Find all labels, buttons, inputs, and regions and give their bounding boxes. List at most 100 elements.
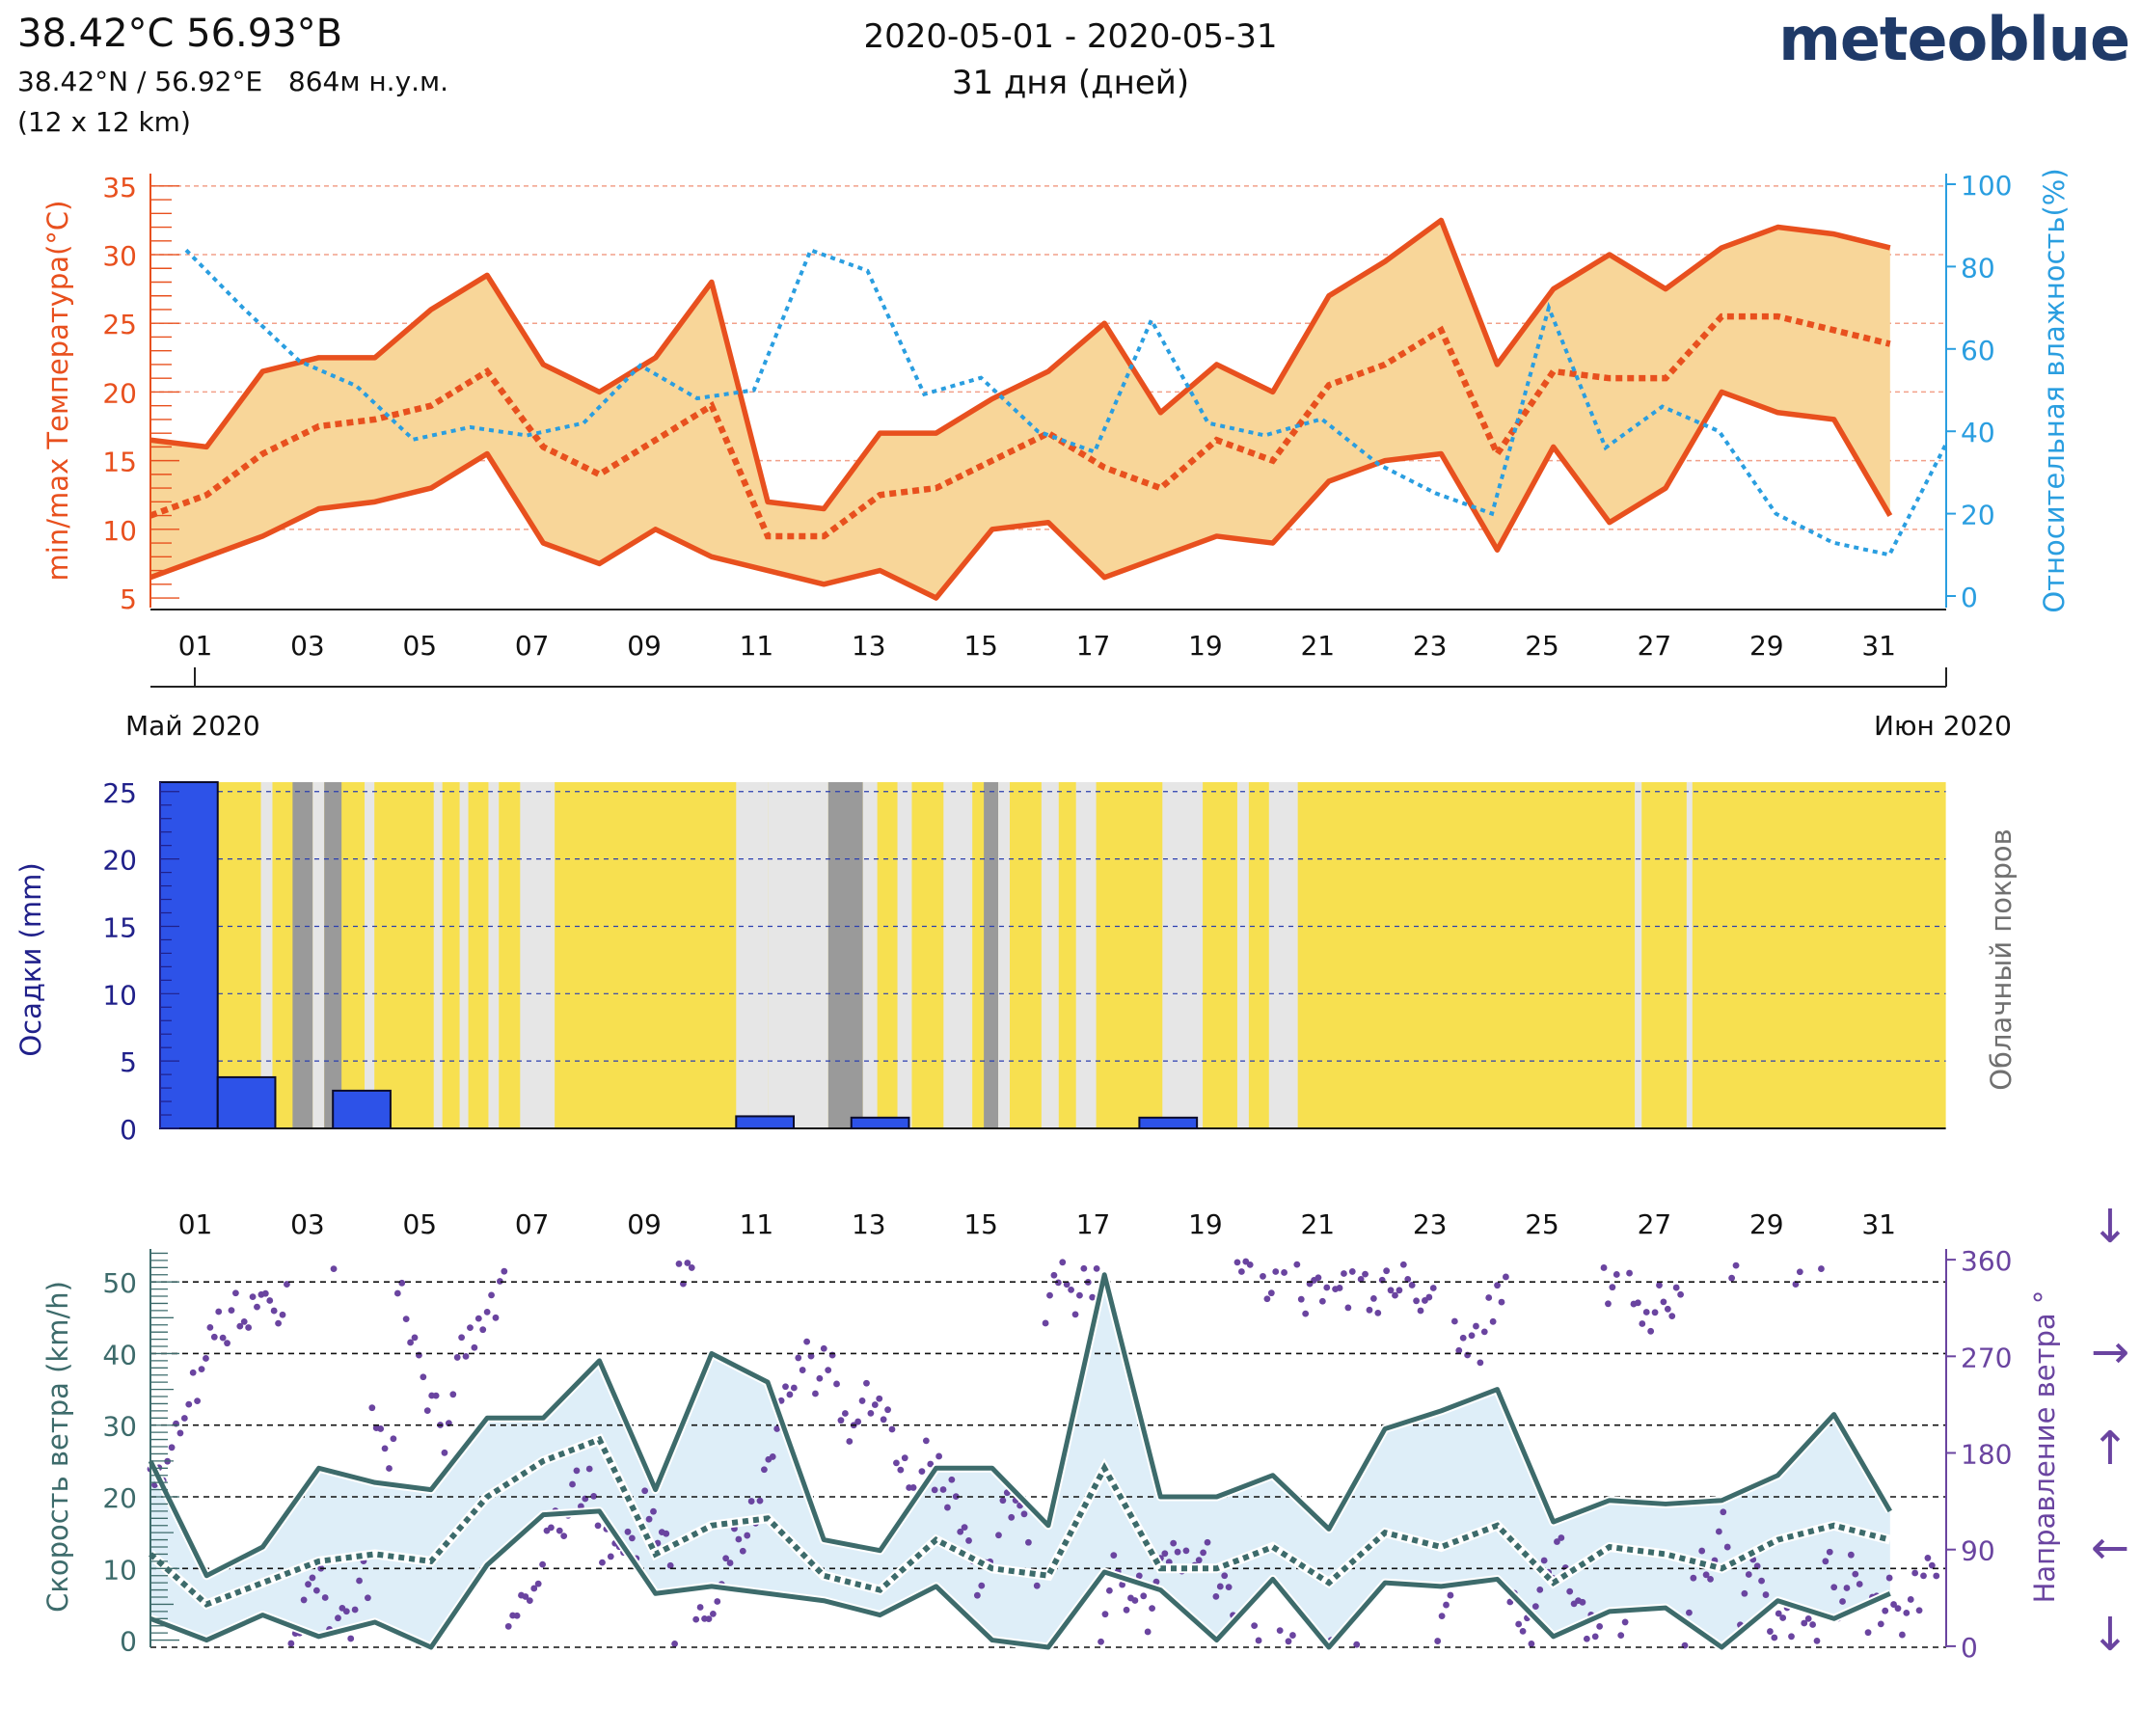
day-count-text: 31 дня (дней) bbox=[951, 64, 1190, 102]
wind-direction-dot bbox=[488, 1291, 495, 1299]
temperature-range-fill bbox=[150, 220, 1890, 599]
wind-direction-dot bbox=[1852, 1570, 1859, 1578]
cloud-cover-band bbox=[1162, 782, 1204, 1128]
wind-direction-dot bbox=[1204, 1538, 1211, 1546]
wind-direction-dot bbox=[1200, 1549, 1207, 1557]
wind-direction-dot bbox=[999, 1497, 1007, 1505]
wind-x-tick-label: 13 bbox=[852, 1208, 886, 1240]
wind-direction-dot bbox=[240, 1318, 248, 1325]
direction-arrow-icon: ↑ bbox=[2091, 1422, 2129, 1476]
wind-direction-dot bbox=[364, 1594, 371, 1602]
wind-direction-dot bbox=[909, 1484, 917, 1491]
wind-direction-dot bbox=[995, 1532, 1002, 1539]
wind-direction-dot bbox=[522, 1593, 529, 1600]
wind-direction-dot bbox=[841, 1410, 849, 1417]
wind-direction-dot bbox=[825, 1367, 832, 1374]
wind-direction-dot bbox=[1080, 1264, 1088, 1272]
wind-direction-dot bbox=[1494, 1282, 1501, 1289]
wind-direction-dot bbox=[321, 1594, 329, 1601]
wind-direction-dot bbox=[261, 1289, 269, 1297]
cloud-cover-band bbox=[488, 782, 500, 1128]
cloud-cover-band bbox=[1041, 782, 1059, 1128]
wind-direction-dot bbox=[1302, 1310, 1310, 1317]
wind-direction-dot bbox=[1920, 1572, 1927, 1580]
wind-direction-dot bbox=[556, 1527, 563, 1534]
wind-direction-dot bbox=[381, 1445, 389, 1452]
wind-direction-dot bbox=[1775, 1610, 1782, 1617]
wind-direction-dot bbox=[1741, 1589, 1748, 1597]
precipitation-bar bbox=[332, 1089, 392, 1130]
wind-direction-dot bbox=[722, 1555, 730, 1562]
temp-x-tick-label: 29 bbox=[1749, 630, 1784, 662]
wind-direction-dot bbox=[309, 1574, 316, 1582]
wind-direction-dot bbox=[351, 1606, 359, 1614]
wind-direction-dot bbox=[893, 1459, 900, 1467]
wind-direction-dot bbox=[812, 1390, 819, 1397]
wind-direction-dot bbox=[795, 1354, 802, 1362]
wind-direction-dot bbox=[1221, 1572, 1229, 1580]
wind-direction-dot bbox=[761, 1466, 768, 1474]
cloud-cover-band bbox=[998, 782, 1011, 1128]
wind-direction-dot bbox=[777, 1397, 785, 1404]
wind-direction-dot bbox=[228, 1307, 235, 1315]
wind-direction-dot bbox=[1135, 1572, 1143, 1580]
wind-direction-dot bbox=[1698, 1547, 1706, 1555]
wind-direction-dot bbox=[1447, 1591, 1454, 1599]
wind-direction-dot bbox=[526, 1597, 533, 1605]
wind-direction-dot bbox=[1634, 1299, 1641, 1307]
wind-direction-dot bbox=[300, 1596, 308, 1604]
wind-direction-dot bbox=[1715, 1528, 1722, 1535]
wind-direction-dot bbox=[1417, 1307, 1424, 1315]
cloud-cover-band bbox=[1268, 782, 1298, 1128]
wind-direction-dot bbox=[585, 1465, 593, 1473]
wind-x-tick-label: 05 bbox=[402, 1208, 437, 1240]
max-temperature-line bbox=[149, 217, 1891, 512]
wind-direction-dot bbox=[1293, 1261, 1301, 1268]
wind-direction-dot bbox=[1554, 1538, 1560, 1545]
wind-speed-tick-label: 10 bbox=[102, 1554, 137, 1586]
wind-direction-dot bbox=[1758, 1577, 1765, 1585]
wind-direction-dot bbox=[1123, 1606, 1130, 1614]
wind-direction-dot bbox=[1745, 1571, 1752, 1578]
wind-x-tick-label: 19 bbox=[1188, 1208, 1223, 1240]
wind-direction-dot bbox=[1318, 1297, 1326, 1305]
wind-direction-dot bbox=[1152, 1578, 1160, 1586]
wind-direction-dot bbox=[1105, 1587, 1113, 1594]
wind-direction-dot bbox=[215, 1308, 223, 1316]
temp-tick-label: 25 bbox=[102, 309, 137, 340]
wind-direction-dot bbox=[1686, 1609, 1693, 1616]
wind-direction-dot bbox=[287, 1640, 295, 1647]
wind-direction-dot bbox=[939, 1486, 947, 1493]
cloud-cover-band bbox=[292, 782, 313, 1128]
precip-tick-label: 5 bbox=[120, 1046, 137, 1078]
temperature-humidity-chart: 5 10 15 20 25 30 35 0 20 40 60 80 100 min/max Темпера… bbox=[41, 168, 2071, 742]
wind-direction-dot bbox=[1425, 1293, 1433, 1301]
wind-direction-dot bbox=[1596, 1622, 1604, 1630]
wind-direction-dot bbox=[957, 1528, 964, 1535]
wind-direction-dot bbox=[151, 1481, 158, 1489]
cloud-cover-band bbox=[862, 782, 878, 1128]
coordinates-line: 38.42°N / 56.92°E 864м н.у.м. bbox=[17, 66, 448, 97]
precipitation-cloud-chart: 0 5 10 15 20 25 Осадки (mm) Облачный покров bbox=[14, 777, 2018, 1146]
wind-direction-dot bbox=[1477, 1359, 1484, 1367]
month-end-label: Июн 2020 bbox=[1874, 710, 2012, 742]
wind-direction-dot bbox=[368, 1404, 376, 1412]
wind-direction-dot bbox=[1170, 1539, 1178, 1547]
wind-direction-dot bbox=[231, 1289, 239, 1297]
wind-direction-dot bbox=[709, 1610, 717, 1617]
wind-x-tick-label: 03 bbox=[290, 1208, 325, 1240]
wind-direction-dot bbox=[726, 1560, 734, 1566]
meteoblue-logo[interactable]: meteoblue bbox=[1778, 4, 2130, 74]
wind-direction-dot bbox=[1651, 1309, 1659, 1316]
wind-direction-dot bbox=[449, 1391, 457, 1398]
wind-direction-dot bbox=[1707, 1575, 1714, 1583]
wind-direction-dot bbox=[944, 1504, 951, 1511]
wind-x-tick-label: 25 bbox=[1525, 1208, 1559, 1240]
wind-speed-tick-label: 0 bbox=[120, 1626, 137, 1658]
wind-direction-dot bbox=[799, 1367, 806, 1373]
wind-direction-dot bbox=[1093, 1264, 1100, 1272]
wind-direction-dot bbox=[1668, 1313, 1676, 1320]
wind-x-tick-label: 15 bbox=[963, 1208, 998, 1240]
wind-direction-dot bbox=[1847, 1551, 1855, 1559]
wind-direction-dot bbox=[1656, 1282, 1663, 1288]
